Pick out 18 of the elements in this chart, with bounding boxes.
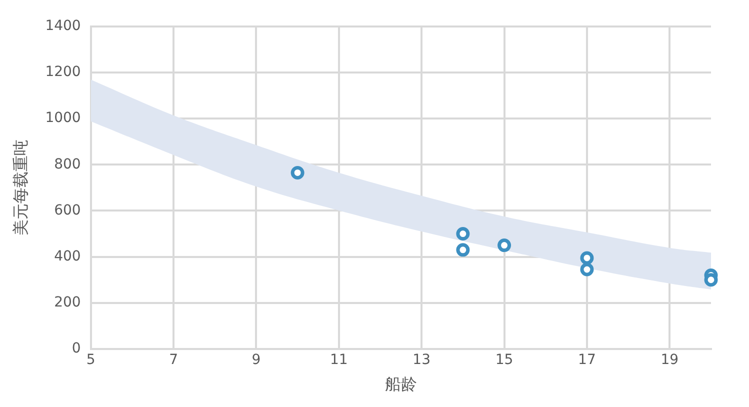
x-tick-label: 17 [578,352,596,368]
x-tick-label: 5 [86,352,96,368]
y-tick-label: 1400 [45,18,81,34]
x-tick-label: 13 [412,352,430,368]
x-tick-label: 9 [252,352,261,368]
y-tick-label: 400 [54,248,81,264]
y-tick-label: 1000 [45,110,81,126]
y-axis-title: 美元每载重吨 [10,140,30,236]
x-tick-label: 19 [660,352,679,368]
y-tick-label: 200 [54,294,81,311]
y-tick-label: 800 [54,156,81,172]
x-axis-title: 船龄 [384,374,417,394]
x-tick-label: 7 [169,352,178,368]
x-tick-label: 11 [330,352,348,368]
x-tick-label: 15 [495,352,514,368]
y-tick-label: 600 [54,202,81,218]
y-tick-label: 0 [72,340,81,357]
y-tick-label: 1200 [45,64,81,80]
